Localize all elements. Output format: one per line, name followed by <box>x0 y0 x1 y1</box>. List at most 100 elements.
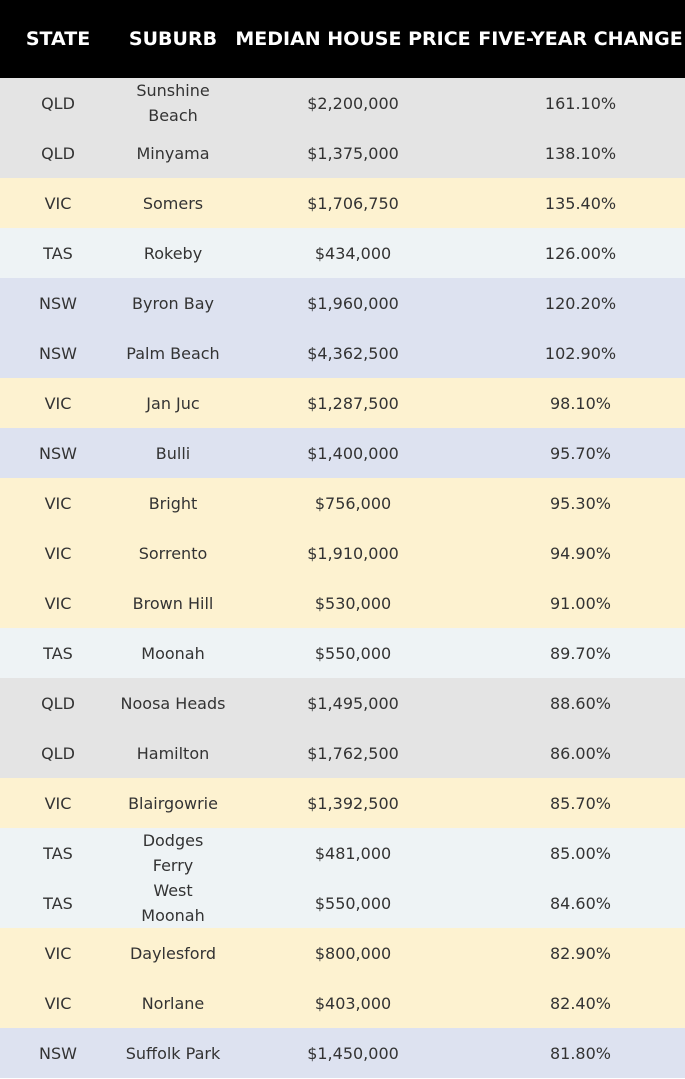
cell-state: QLD <box>41 743 75 763</box>
cell-price: $800,000 <box>314 943 392 963</box>
cell-price: $756,000 <box>314 493 392 513</box>
cell-suburb: Hamilton <box>136 743 210 763</box>
cell-price: $1,400,000 <box>307 443 399 463</box>
cell-price: $1,495,000 <box>307 693 399 713</box>
table-row: VIC Daylesford $800,000 82.90% <box>0 928 685 978</box>
cell-change: 88.60% <box>549 693 611 713</box>
cell-change: 138.10% <box>544 143 617 163</box>
cell-change: 98.10% <box>549 393 611 413</box>
cell-state: VIC <box>44 543 72 563</box>
cell-change: 81.80% <box>549 1043 611 1063</box>
table-row: VIC Brown Hill $530,000 91.00% <box>0 578 685 628</box>
cell-price: $550,000 <box>314 893 392 913</box>
cell-state: NSW <box>39 293 77 313</box>
table-row: TAS Rokeby $434,000 126.00% <box>0 228 685 278</box>
table-row: NSW Byron Bay $1,960,000 120.20% <box>0 278 685 328</box>
cell-state: VIC <box>44 793 72 813</box>
cell-price: $481,000 <box>314 843 392 863</box>
cell-suburb: Brown Hill <box>132 593 214 613</box>
cell-suburb: Blairgowrie <box>128 793 218 813</box>
cell-change: 95.70% <box>549 443 611 463</box>
cell-change: 135.40% <box>544 193 617 213</box>
table-row: VIC Norlane $403,000 82.40% <box>0 978 685 1028</box>
table-row: VIC Somers $1,706,750 135.40% <box>0 178 685 228</box>
cell-change: 91.00% <box>549 593 611 613</box>
cell-suburb: Sunshine Beach <box>136 81 210 125</box>
cell-state: VIC <box>44 193 72 213</box>
cell-suburb: Dodges Ferry <box>142 831 204 875</box>
cell-change: 86.00% <box>549 743 611 763</box>
cell-change: 95.30% <box>549 493 611 513</box>
cell-state: VIC <box>44 943 72 963</box>
cell-suburb: Rokeby <box>143 243 203 263</box>
cell-price: $2,200,000 <box>307 93 399 113</box>
cell-state: NSW <box>39 343 77 363</box>
cell-state: NSW <box>39 1043 77 1063</box>
table-row: TAS Dodges Ferry $481,000 85.00% <box>0 828 685 878</box>
cell-change: 161.10% <box>544 93 617 113</box>
cell-suburb: Sorrento <box>138 543 208 563</box>
cell-price: $403,000 <box>314 993 392 1013</box>
cell-suburb: Norlane <box>141 993 205 1013</box>
cell-state: VIC <box>44 993 72 1013</box>
cell-price: $1,450,000 <box>307 1043 399 1063</box>
cell-state: TAS <box>43 843 73 863</box>
cell-state: QLD <box>41 143 75 163</box>
table-row: NSW Suffolk Park $1,450,000 81.80% <box>0 1028 685 1078</box>
cell-price: $550,000 <box>314 643 392 663</box>
cell-change: 85.70% <box>549 793 611 813</box>
table-row: VIC Blairgowrie $1,392,500 85.70% <box>0 778 685 828</box>
table-row: VIC Bright $756,000 95.30% <box>0 478 685 528</box>
cell-price: $1,910,000 <box>307 543 399 563</box>
cell-suburb: Bulli <box>155 443 191 463</box>
cell-suburb: Daylesford <box>129 943 217 963</box>
table-row: TAS Moonah $550,000 89.70% <box>0 628 685 678</box>
cell-state: TAS <box>43 243 73 263</box>
cell-suburb: Suffolk Park <box>125 1043 221 1063</box>
table-row: QLD Noosa Heads $1,495,000 88.60% <box>0 678 685 728</box>
cell-state: TAS <box>43 643 73 663</box>
cell-change: 84.60% <box>549 893 611 913</box>
cell-change: 82.40% <box>549 993 611 1013</box>
cell-state: QLD <box>41 93 75 113</box>
cell-state: VIC <box>44 393 72 413</box>
table-row: VIC Sorrento $1,910,000 94.90% <box>0 528 685 578</box>
header-change: FIVE-YEAR CHANGE <box>478 28 683 50</box>
cell-state: VIC <box>44 593 72 613</box>
header-price: MEDIAN HOUSE PRICE <box>235 28 471 50</box>
table-row: NSW Palm Beach $4,362,500 102.90% <box>0 328 685 378</box>
cell-price: $1,706,750 <box>307 193 399 213</box>
cell-change: 89.70% <box>549 643 611 663</box>
cell-state: TAS <box>43 893 73 913</box>
cell-price: $4,362,500 <box>307 343 399 363</box>
cell-price: $1,287,500 <box>307 393 399 413</box>
cell-price: $434,000 <box>314 243 392 263</box>
cell-price: $1,375,000 <box>307 143 399 163</box>
cell-suburb: Bright <box>148 493 198 513</box>
cell-suburb: Minyama <box>136 143 210 163</box>
cell-suburb: Byron Bay <box>132 293 214 313</box>
cell-change: 85.00% <box>549 843 611 863</box>
cell-suburb: Jan Juc <box>146 393 200 413</box>
table-row: QLD Minyama $1,375,000 138.10% <box>0 128 685 178</box>
cell-change: 126.00% <box>544 243 617 263</box>
cell-suburb: Moonah <box>141 643 205 663</box>
cell-change: 82.90% <box>549 943 611 963</box>
cell-price: $1,960,000 <box>307 293 399 313</box>
cell-suburb: West Moonah <box>141 881 205 925</box>
table-row: NSW Bulli $1,400,000 95.70% <box>0 428 685 478</box>
cell-change: 94.90% <box>549 543 611 563</box>
table-row: QLD Hamilton $1,762,500 86.00% <box>0 728 685 778</box>
cell-price: $1,762,500 <box>307 743 399 763</box>
table-row: QLD Sunshine Beach $2,200,000 161.10% <box>0 78 685 128</box>
cell-suburb: Palm Beach <box>126 343 220 363</box>
table-header: STATE SUBURB MEDIAN HOUSE PRICE FIVE-YEA… <box>0 0 685 78</box>
cell-state: VIC <box>44 493 72 513</box>
cell-state: NSW <box>39 443 77 463</box>
cell-state: QLD <box>41 693 75 713</box>
cell-suburb: Noosa Heads <box>120 693 226 713</box>
table-row: TAS West Moonah $550,000 84.60% <box>0 878 685 928</box>
header-suburb: SUBURB <box>128 27 218 50</box>
cell-suburb: Somers <box>142 193 204 213</box>
